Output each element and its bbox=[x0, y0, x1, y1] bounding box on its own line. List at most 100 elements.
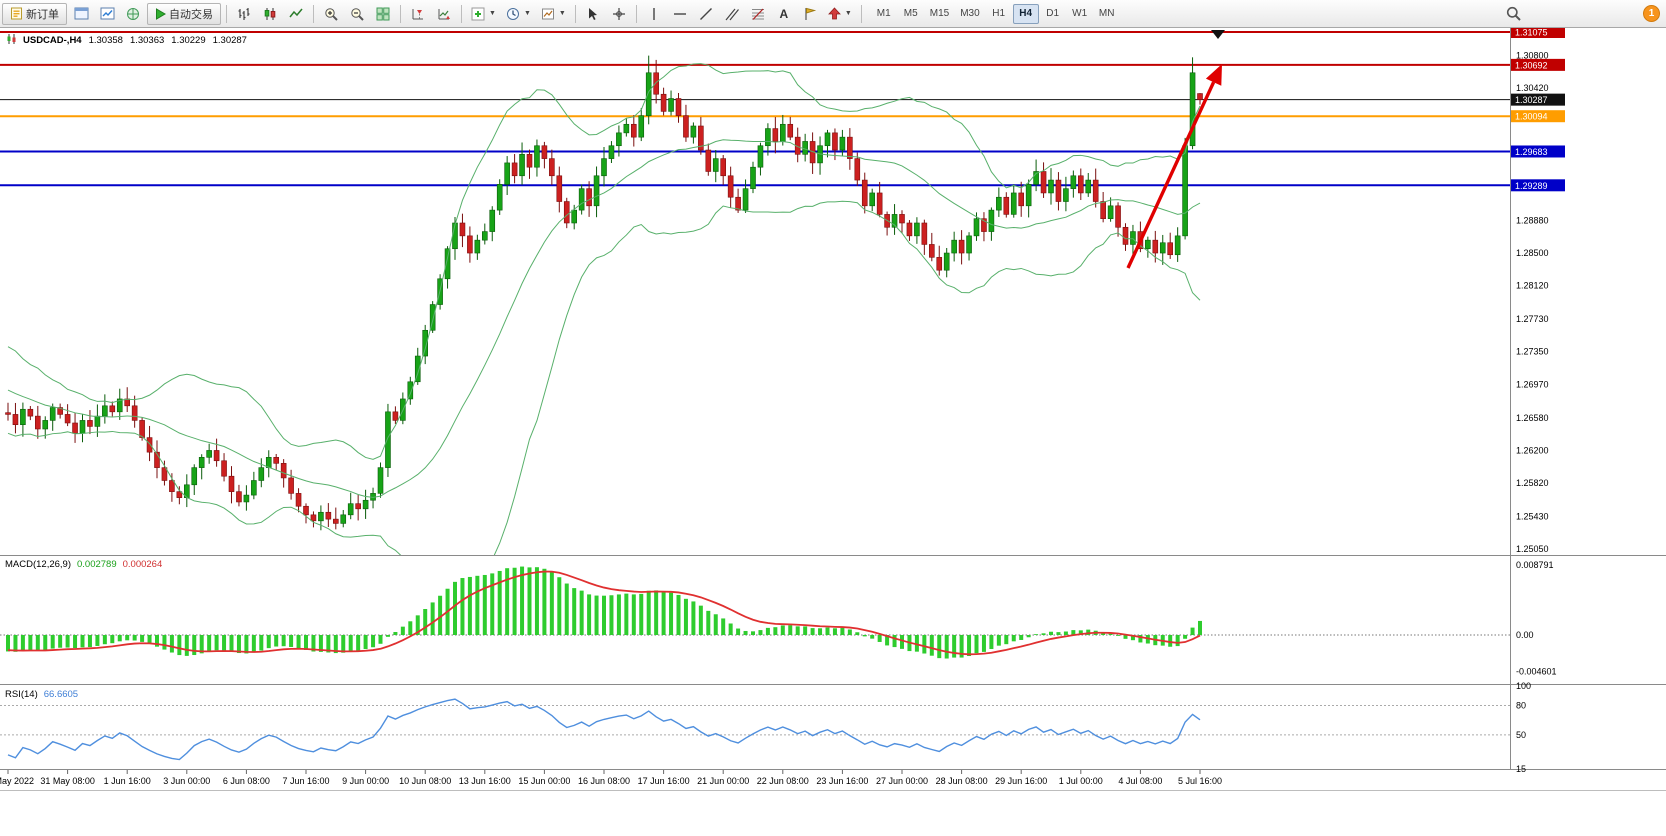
macd-histogram-bar bbox=[58, 635, 63, 648]
candle bbox=[593, 175, 600, 207]
price-badge-1.30692 bbox=[1511, 58, 1565, 71]
timeframe-m1[interactable]: M1 bbox=[876, 8, 891, 19]
timeframe-d1[interactable]: D1 bbox=[1046, 8, 1060, 19]
timeframe-h4[interactable]: H4 bbox=[1012, 3, 1039, 24]
time-axis-label: 6 Jun 08:00 bbox=[223, 776, 270, 786]
chart-shift-button[interactable] bbox=[406, 3, 430, 25]
tile-windows-button[interactable] bbox=[371, 3, 395, 25]
text-button[interactable]: A bbox=[772, 3, 796, 25]
macd-histogram-bar bbox=[438, 595, 443, 635]
timeframe-m30[interactable]: M30 bbox=[960, 8, 980, 19]
price-scale-label: 1.28120 bbox=[1516, 281, 1549, 291]
shapes-icon bbox=[827, 7, 841, 20]
timeframe-m15[interactable]: M15 bbox=[929, 8, 950, 19]
auto-scroll-button[interactable] bbox=[432, 3, 456, 25]
text-icon: A bbox=[779, 6, 789, 21]
time-axis-label: 10 Jun 08:00 bbox=[399, 776, 451, 786]
macd-histogram-bar bbox=[177, 635, 182, 656]
market-watch-button[interactable] bbox=[95, 3, 119, 25]
macd-histogram-bar bbox=[497, 570, 502, 635]
macd-histogram-bar bbox=[974, 635, 979, 654]
toolbar-separator bbox=[574, 4, 576, 23]
macd-histogram-bar bbox=[847, 629, 852, 635]
macd-histogram-bar bbox=[1198, 620, 1202, 635]
trendline-button[interactable] bbox=[694, 3, 718, 25]
macd-histogram-bar bbox=[952, 635, 957, 658]
autotrading-button[interactable]: 自动交易 bbox=[147, 2, 221, 25]
macd-histogram-bar bbox=[102, 635, 107, 645]
templates-button[interactable]: ▼ bbox=[537, 3, 570, 25]
search-button[interactable] bbox=[1501, 3, 1525, 25]
new-order-icon bbox=[10, 7, 23, 20]
macd-histogram-bar bbox=[1049, 631, 1053, 635]
trend-arrow-head[interactable] bbox=[1205, 64, 1222, 86]
bar-chart-icon bbox=[237, 7, 251, 21]
macd-histogram-bar bbox=[50, 635, 55, 649]
vertical-line-button[interactable] bbox=[642, 3, 666, 25]
new-order-button[interactable]: 新订单 bbox=[2, 2, 67, 25]
macd-histogram-bar bbox=[467, 576, 472, 635]
candlestick-button[interactable] bbox=[258, 3, 282, 25]
main-price-pane bbox=[0, 30, 1510, 555]
zoom-in-button[interactable] bbox=[319, 3, 343, 25]
macd-histogram-bar bbox=[683, 598, 688, 635]
shapes-button[interactable]: ▼ bbox=[824, 3, 856, 25]
candle bbox=[1048, 179, 1054, 194]
profiles-button[interactable] bbox=[69, 3, 93, 25]
macd-histogram-bar bbox=[1078, 630, 1083, 635]
candle bbox=[1174, 235, 1181, 256]
candle bbox=[280, 463, 287, 479]
autotrading-play-icon bbox=[155, 7, 166, 20]
cursor-button[interactable] bbox=[581, 3, 605, 25]
indicators-button[interactable]: ▼ bbox=[467, 3, 500, 25]
horizontal-line-button[interactable] bbox=[668, 3, 692, 25]
macd-histogram-bar bbox=[1130, 635, 1135, 641]
macd-histogram-bar bbox=[393, 631, 398, 635]
timeframe-h1[interactable]: H1 bbox=[992, 8, 1006, 19]
price-scale-label: 1.30800 bbox=[1516, 51, 1549, 61]
candle bbox=[198, 457, 205, 468]
time-axis-label: 31 May 08:00 bbox=[40, 776, 95, 786]
candle bbox=[385, 411, 391, 468]
label-button[interactable] bbox=[798, 3, 822, 25]
macd-histogram-bar bbox=[1138, 635, 1143, 643]
community-button[interactable] bbox=[121, 3, 145, 25]
candle bbox=[49, 407, 56, 421]
zoom-out-button[interactable] bbox=[345, 3, 369, 25]
trend-arrow-line[interactable] bbox=[1126, 81, 1216, 269]
profiles-icon bbox=[74, 7, 89, 20]
bar-chart-button[interactable] bbox=[232, 3, 256, 25]
candle bbox=[12, 414, 19, 426]
candle bbox=[1085, 179, 1092, 194]
candle bbox=[1078, 175, 1084, 194]
channel-button[interactable] bbox=[720, 3, 744, 25]
fibonacci-button[interactable] bbox=[746, 3, 770, 25]
timeframe-mn[interactable]: MN bbox=[1098, 8, 1115, 19]
rsi-label: RSI(14) bbox=[5, 689, 38, 700]
candle bbox=[712, 158, 719, 172]
timeframe-m5[interactable]: M5 bbox=[903, 8, 918, 19]
macd-histogram-bar bbox=[900, 635, 904, 649]
time-axis-label: 29 Jun 16:00 bbox=[995, 776, 1047, 786]
candle bbox=[102, 405, 108, 417]
down-arrow-marker[interactable] bbox=[1211, 30, 1225, 39]
time-axis[interactable]: 30 May 2022 31 May 08:00 1 Jun 16:00 3 Jun … bbox=[0, 770, 1222, 786]
macd-histogram-bar bbox=[780, 625, 785, 635]
toolbar-separator bbox=[313, 4, 314, 23]
macd-histogram-bar bbox=[140, 635, 145, 642]
periods-button[interactable]: ▼ bbox=[502, 3, 535, 25]
price-scale[interactable]: 1.30800 1.30420 1.28880 1.28500 1.28120 1.277… bbox=[1511, 28, 1565, 774]
rsi-scale-label: 15 bbox=[1516, 764, 1526, 774]
crosshair-button[interactable] bbox=[607, 3, 631, 25]
candle bbox=[936, 257, 943, 271]
cursor-icon bbox=[587, 7, 599, 21]
chart-shift-icon bbox=[411, 7, 425, 21]
candle bbox=[496, 184, 503, 211]
line-chart-button[interactable] bbox=[284, 3, 308, 25]
price-badge-1.30287 bbox=[1511, 93, 1565, 106]
macd-histogram-bar bbox=[855, 632, 860, 635]
timeframe-w1[interactable]: W1 bbox=[1072, 8, 1088, 19]
price-chart-canvas[interactable]: 1.30800 1.30420 1.28880 1.28500 1.28120 1.277… bbox=[0, 28, 1666, 836]
macd-histogram-bar bbox=[125, 635, 130, 641]
notification-badge[interactable]: 1 bbox=[1643, 5, 1660, 22]
